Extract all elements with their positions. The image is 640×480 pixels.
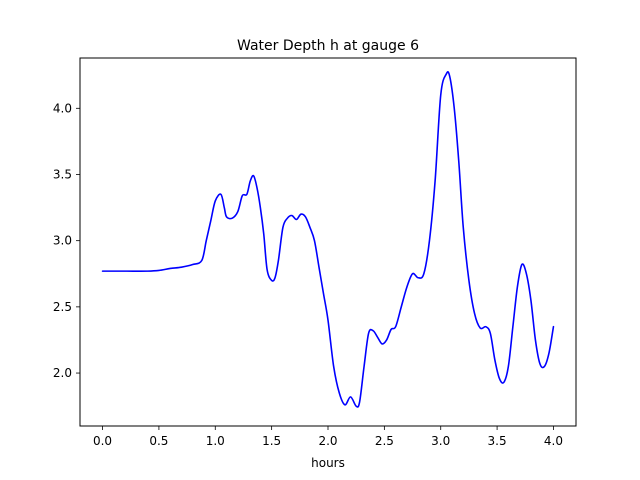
x-tick-label: 1.0 xyxy=(206,434,225,448)
y-tick-label: 4.0 xyxy=(53,101,72,115)
y-tick-label: 2.0 xyxy=(53,366,72,380)
y-tick-label: 2.5 xyxy=(53,300,72,314)
y-tick-label: 3.5 xyxy=(53,167,72,181)
x-tick-label: 0.0 xyxy=(93,434,112,448)
x-tick-label: 0.5 xyxy=(149,434,168,448)
x-axis-ticks: 0.0 0.5 1.0 1.5 2.0 2.5 3.0 3.5 4.0 xyxy=(93,426,563,448)
x-tick-label: 3.5 xyxy=(488,434,507,448)
x-tick-label: 3.0 xyxy=(431,434,450,448)
x-tick-label: 4.0 xyxy=(544,434,563,448)
y-tick-label: 3.0 xyxy=(53,234,72,248)
x-tick-label: 2.5 xyxy=(375,434,394,448)
x-tick-label: 2.0 xyxy=(318,434,337,448)
y-axis-ticks: 2.0 2.5 3.0 3.5 4.0 xyxy=(53,101,80,380)
chart-title: Water Depth h at gauge 6 xyxy=(237,38,419,54)
x-tick-label: 1.5 xyxy=(262,434,281,448)
x-axis-label: hours xyxy=(311,456,345,470)
series-line-gauge-6 xyxy=(101,71,555,408)
